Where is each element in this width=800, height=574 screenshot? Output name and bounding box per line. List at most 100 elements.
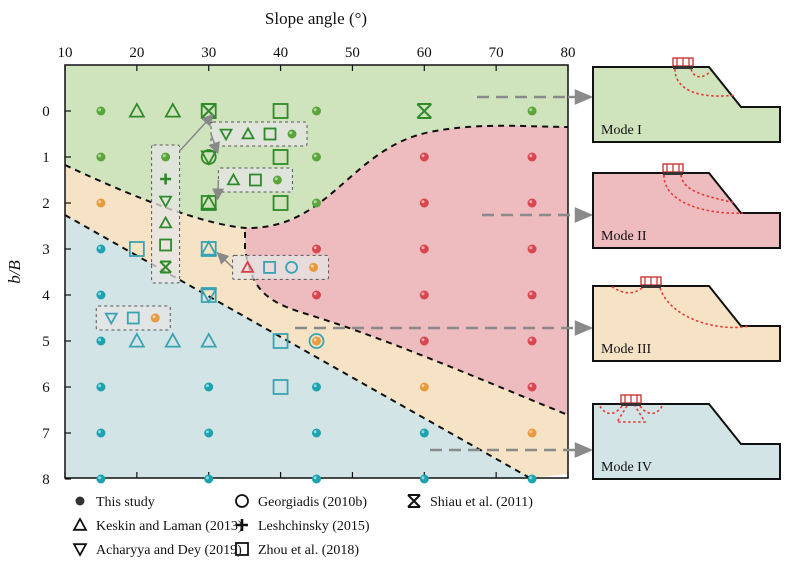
- x-axis-title: Slope angle (°): [265, 9, 367, 28]
- annotation-marker: [285, 260, 298, 274]
- literature-points: [128, 102, 432, 395]
- mode-panel-1: Mode I: [592, 57, 781, 143]
- annotation-pointer: [179, 113, 214, 152]
- this-study-point: [419, 244, 429, 254]
- literature-marker: [416, 103, 432, 119]
- literature-marker: [200, 194, 218, 210]
- annotation-marker: [240, 126, 256, 140]
- annotation-marker: [218, 128, 234, 142]
- this-study-point: [419, 382, 429, 392]
- this-study-point: [419, 428, 429, 438]
- this-study-point: [204, 428, 214, 438]
- this-study-point-highlight: [98, 338, 102, 342]
- annotation-marker-highlight: [289, 131, 293, 135]
- this-study-point: [204, 382, 214, 392]
- this-study-point-highlight: [98, 476, 102, 480]
- axis-ticks: 10 20 30 40 50 60 70 80 0 1 2 3 4 5 6 7 8: [42, 45, 575, 488]
- legend-marker: [75, 496, 85, 506]
- annotation-marker: [226, 172, 241, 186]
- mode-panels: Mode I Mode II Mode III Mode IV: [592, 57, 781, 480]
- literature-marker: [200, 240, 218, 256]
- x-tick-label: 30: [201, 45, 216, 61]
- this-study-point-highlight: [313, 430, 317, 434]
- legend-item: Georgiadis (2010b): [235, 494, 367, 510]
- y-tick-label: 1: [42, 150, 50, 166]
- this-study-point: [419, 474, 429, 484]
- mode-panel-2: Mode II: [592, 163, 781, 249]
- this-study-point: [312, 336, 321, 346]
- literature-marker: [272, 195, 289, 211]
- annotation-marker: [287, 129, 297, 139]
- literature-marker: [128, 102, 146, 118]
- x-tick-label: 80: [561, 45, 576, 61]
- y-tick-label: 7: [42, 426, 50, 442]
- this-study-point-highlight: [529, 384, 533, 388]
- annotation-marker: [150, 313, 160, 323]
- failure-surface: [674, 68, 737, 97]
- literature-marker: [272, 333, 289, 349]
- this-study-point-highlight: [421, 338, 425, 342]
- mode-label: Mode II: [601, 229, 647, 244]
- legend-marker: [407, 494, 421, 508]
- this-study-point: [96, 428, 106, 438]
- annotation-pointer: [212, 179, 225, 201]
- annotation-marker-highlight: [162, 154, 166, 158]
- annotation-marker: [249, 173, 262, 187]
- this-study-point: [312, 106, 321, 116]
- mode-panel-4: Mode IV: [592, 394, 781, 480]
- this-study-point-highlight: [313, 292, 317, 296]
- annotation-marker: [159, 238, 173, 252]
- this-study-point: [96, 290, 106, 300]
- y-tick-label: 2: [42, 196, 50, 212]
- this-study-point-highlight: [313, 384, 317, 388]
- literature-marker: [272, 379, 289, 395]
- region-mode-2: [245, 125, 568, 415]
- arrowhead-mode-3: [574, 320, 594, 336]
- this-study-point-highlight: [313, 246, 317, 250]
- y-tick-label: 6: [42, 380, 50, 396]
- this-study-point: [312, 474, 321, 484]
- literature-marker: [164, 102, 182, 118]
- this-study-point: [419, 152, 429, 162]
- legend-label: Georgiadis (2010b): [258, 495, 367, 510]
- load-arrows: [644, 277, 658, 285]
- this-study-point: [96, 244, 106, 254]
- annotation-marker: [272, 175, 282, 185]
- legend-item: Leshchinsky (2015): [236, 519, 370, 534]
- legend-item: Zhou et al. (2018): [235, 542, 359, 558]
- legend: This study Georgiadis (2010b) Shiau et al.…: [72, 494, 533, 558]
- mode-label: Mode III: [601, 342, 651, 357]
- annotation-box: [216, 251, 330, 280]
- legend-label: Leshchinsky (2015): [258, 519, 370, 534]
- x-tick-label: 70: [489, 45, 504, 61]
- this-study-point: [96, 474, 106, 484]
- this-study-point: [312, 382, 321, 392]
- load-arrows: [624, 395, 638, 403]
- this-study-point-highlight: [98, 108, 102, 112]
- boundary-3: [64, 214, 531, 479]
- this-study-point-highlight: [98, 430, 102, 434]
- x-tick-label: 10: [58, 45, 73, 61]
- slope-profile: [592, 285, 781, 362]
- this-study-point: [527, 474, 537, 484]
- annotation-marker: [126, 311, 140, 325]
- annotation-box-frame: [95, 305, 171, 331]
- legend-label: This study: [96, 495, 155, 510]
- annotation-marker: [158, 195, 173, 209]
- legend-item: Shiau et al. (2011): [407, 494, 533, 510]
- load-arrows: [676, 58, 690, 66]
- this-study-point-highlight: [421, 292, 425, 296]
- annotation-box: [95, 305, 171, 331]
- this-study-point: [527, 152, 537, 162]
- y-tick-label: 3: [42, 242, 50, 258]
- this-study-point-highlight: [421, 430, 425, 434]
- this-study-point: [527, 106, 537, 116]
- annotation-marker: [263, 127, 277, 141]
- this-study-point-highlight: [205, 476, 209, 480]
- legend-marker: [72, 543, 88, 557]
- annotation-box-frame: [217, 167, 293, 193]
- this-study-point-highlight: [529, 430, 533, 434]
- annotation-marker: [104, 312, 119, 326]
- annotation-marker-highlight: [274, 177, 278, 181]
